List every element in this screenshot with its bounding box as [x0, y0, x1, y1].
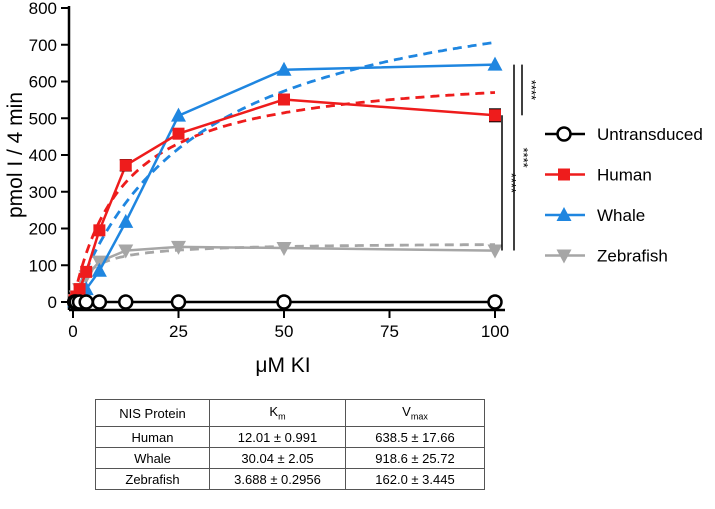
y-tick-label: 700 — [29, 36, 57, 55]
significance-label: **** — [516, 147, 531, 167]
table-cell: 12.01 ± 0.991 — [209, 426, 346, 448]
header-vmax: Vmax — [345, 399, 485, 427]
x-tick-label: 25 — [169, 322, 188, 341]
legend-label: Human — [597, 166, 652, 185]
fit-curve-whale — [72, 41, 496, 300]
data-point — [78, 294, 94, 310]
legend-marker — [556, 126, 572, 142]
table-cell: 3.688 ± 0.2956 — [209, 468, 346, 490]
header-km: Km — [209, 399, 346, 427]
legend-marker — [558, 168, 570, 181]
y-tick-label: 200 — [29, 220, 57, 239]
x-axis-label: μM KI — [255, 354, 310, 377]
y-tick-label: 800 — [29, 0, 57, 18]
table-cell: 638.5 ± 17.66 — [345, 426, 485, 448]
table-header-row: NIS Protein Km Vmax — [95, 399, 485, 427]
legend-label: Zebrafish — [597, 247, 668, 266]
table-cell: Zebrafish — [95, 468, 210, 490]
series-untransduced — [66, 294, 503, 310]
data-point — [73, 283, 86, 296]
y-tick-label: 300 — [29, 183, 57, 202]
table-cell: 918.6 ± 25.72 — [345, 447, 485, 469]
legend-marker — [556, 249, 572, 264]
kinetic-parameters-table: NIS Protein Km Vmax Human 12.01 ± 0.991 … — [95, 399, 485, 490]
data-point — [91, 255, 107, 270]
data-point — [170, 294, 187, 310]
data-point — [80, 265, 93, 278]
data-series — [66, 56, 503, 310]
x-tick-label: 0 — [68, 322, 77, 341]
y-tick-label: 600 — [29, 73, 57, 92]
legend-item-untransduced: Untransduced — [545, 125, 703, 144]
data-point — [118, 294, 134, 310]
header-protein: NIS Protein — [95, 399, 210, 427]
table-cell: Whale — [95, 447, 210, 469]
significance-brackets: **** **** **** — [501, 64, 539, 251]
legend-marker — [556, 207, 572, 221]
data-point — [93, 224, 106, 237]
fit-curve-human — [72, 91, 496, 297]
data-point — [118, 213, 134, 228]
table-cell: 162.0 ± 3.445 — [345, 468, 485, 490]
series-human — [68, 93, 501, 307]
data-point — [276, 241, 292, 256]
data-point — [91, 294, 108, 310]
data-point — [171, 240, 186, 255]
table-row: Human 12.01 ± 0.991 638.5 ± 17.66 — [95, 426, 485, 448]
legend-item-whale: Whale — [545, 206, 645, 225]
y-tick-label: 0 — [48, 293, 57, 312]
significance-label: **** — [504, 173, 519, 193]
legend-item-human: Human — [545, 166, 652, 185]
data-point — [171, 107, 186, 122]
y-tick-label: 100 — [29, 256, 57, 275]
table-row: Whale 30.04 ± 2.05 918.6 ± 25.72 — [95, 447, 485, 469]
legend: Untransduced Human Whale Zebrafish — [545, 125, 703, 266]
data-point — [487, 294, 503, 310]
chart-axes: 0 100 200 300 400 500 600 700 800 0 25 50 75 100 — [29, 0, 510, 341]
y-axis-label: pmol I / 4 min — [4, 92, 27, 218]
table-cell: Human — [95, 426, 210, 448]
data-point — [278, 93, 290, 106]
legend-label: Whale — [597, 206, 645, 225]
x-tick-label: 100 — [481, 322, 509, 341]
y-tick-label: 500 — [29, 109, 57, 128]
data-point — [172, 127, 185, 140]
y-tick-label: 400 — [29, 146, 57, 165]
legend-item-zebrafish: Zebrafish — [545, 247, 668, 266]
significance-label: **** — [524, 80, 539, 100]
data-point — [489, 109, 501, 122]
fit-curves — [72, 41, 496, 300]
data-point — [276, 61, 292, 76]
data-point — [487, 56, 503, 71]
data-point — [487, 244, 503, 259]
x-tick-label: 50 — [275, 322, 294, 341]
table-cell: 30.04 ± 2.05 — [209, 447, 346, 469]
x-tick-label: 75 — [380, 322, 399, 341]
data-point — [276, 294, 292, 310]
data-point — [119, 159, 132, 172]
legend-label: Untransduced — [597, 125, 703, 144]
kinetics-chart: 0 100 200 300 400 500 600 700 800 0 25 50 75 100 ****… — [4, 0, 703, 377]
data-point — [91, 262, 107, 277]
table-row: Zebrafish 3.688 ± 0.2956 162.0 ± 3.445 — [95, 468, 485, 490]
data-point — [118, 244, 134, 259]
